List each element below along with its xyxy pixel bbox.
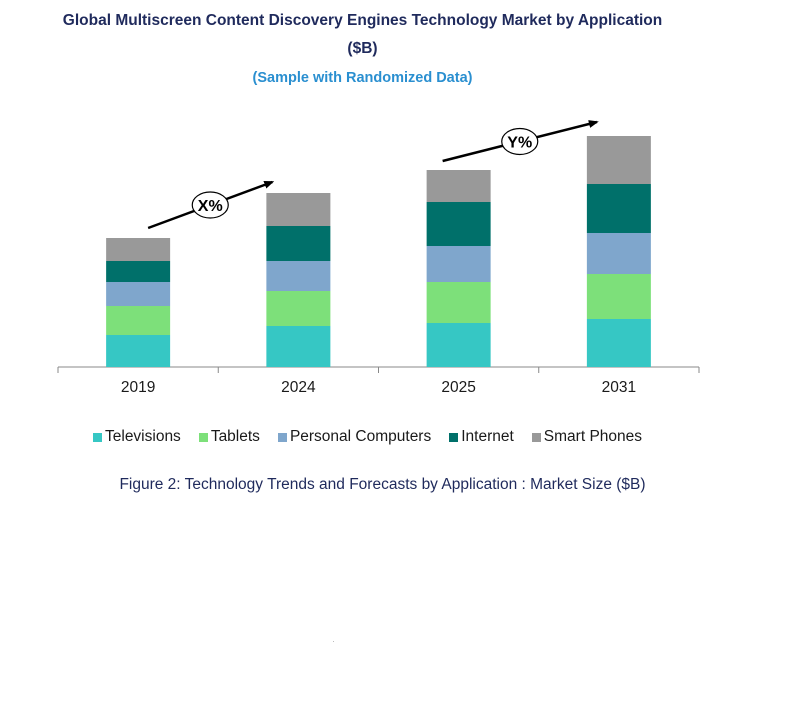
legend-item-televisions: Televisions [93, 428, 181, 446]
bar-smart-phones-2025 [426, 170, 491, 202]
legend-item-smart-phones: Smart Phones [531, 428, 643, 446]
bar-tablets-2025 [426, 282, 491, 323]
bar-televisions-2019 [106, 335, 171, 367]
legend-label: Personal Computers [289, 428, 432, 445]
bar-televisions-2031 [586, 319, 651, 367]
bar-smart-phones-2031 [586, 136, 651, 184]
legend-swatch [531, 432, 541, 442]
bar-smart-phones-2019 [106, 238, 171, 261]
bar-personal-computers-2025 [426, 246, 491, 282]
bar-internet-2025 [426, 202, 491, 246]
legend-swatch [277, 432, 287, 442]
bar-internet-2024 [266, 226, 331, 261]
bar-internet-2031 [586, 184, 651, 233]
x-tick-label-2019: 2019 [121, 379, 155, 396]
chart-canvas: 2019 2024 2025 2031 X% Y% [57, 120, 700, 396]
bar-personal-computers-2024 [266, 261, 331, 291]
bar-internet-2019 [106, 261, 171, 282]
legend-item-internet: Internet [449, 428, 514, 446]
bar-tablets-2031 [586, 274, 651, 319]
bar-televisions-2025 [426, 323, 491, 367]
x-tick-label-2024: 2024 [281, 379, 316, 396]
growth-annotation-y-label: Y% [507, 135, 532, 152]
legend-label: Tablets [210, 428, 260, 445]
legend-item-tablets: Tablets [198, 428, 260, 446]
legend-label: Smart Phones [543, 428, 643, 445]
bar-personal-computers-2019 [106, 282, 171, 306]
chart-title-line2: ($B) [347, 40, 378, 57]
legend-swatch [449, 432, 459, 442]
legend-item-personal-computers: Personal Computers [277, 428, 432, 446]
figure-caption: Figure 2: Technology Trends and Forecast… [119, 476, 646, 493]
bar-smart-phones-2024 [266, 193, 331, 226]
legend-swatch [198, 432, 208, 442]
chart-title-line1: Global Multiscreen Content Discovery Eng… [62, 12, 663, 29]
growth-annotation-x-label: X% [198, 198, 223, 215]
growth-annotation-x-oval [191, 191, 229, 219]
legend-swatch [93, 432, 102, 442]
stray-dot [333, 641, 334, 642]
x-tick-label-2025: 2025 [441, 379, 475, 396]
x-tick-label-2031: 2031 [602, 379, 636, 396]
bar-tablets-2019 [106, 306, 171, 335]
legend-label: Televisions [105, 428, 181, 445]
bar-televisions-2024 [266, 326, 331, 367]
growth-annotation-y-oval [501, 127, 539, 156]
chart-legend: Televisions Tablets Personal Computers Inte… [93, 428, 660, 446]
bar-personal-computers-2031 [586, 233, 651, 274]
chart-subtitle: (Sample with Randomized Data) [252, 70, 473, 86]
legend-label: Internet [461, 428, 514, 445]
bar-tablets-2024 [266, 291, 331, 326]
